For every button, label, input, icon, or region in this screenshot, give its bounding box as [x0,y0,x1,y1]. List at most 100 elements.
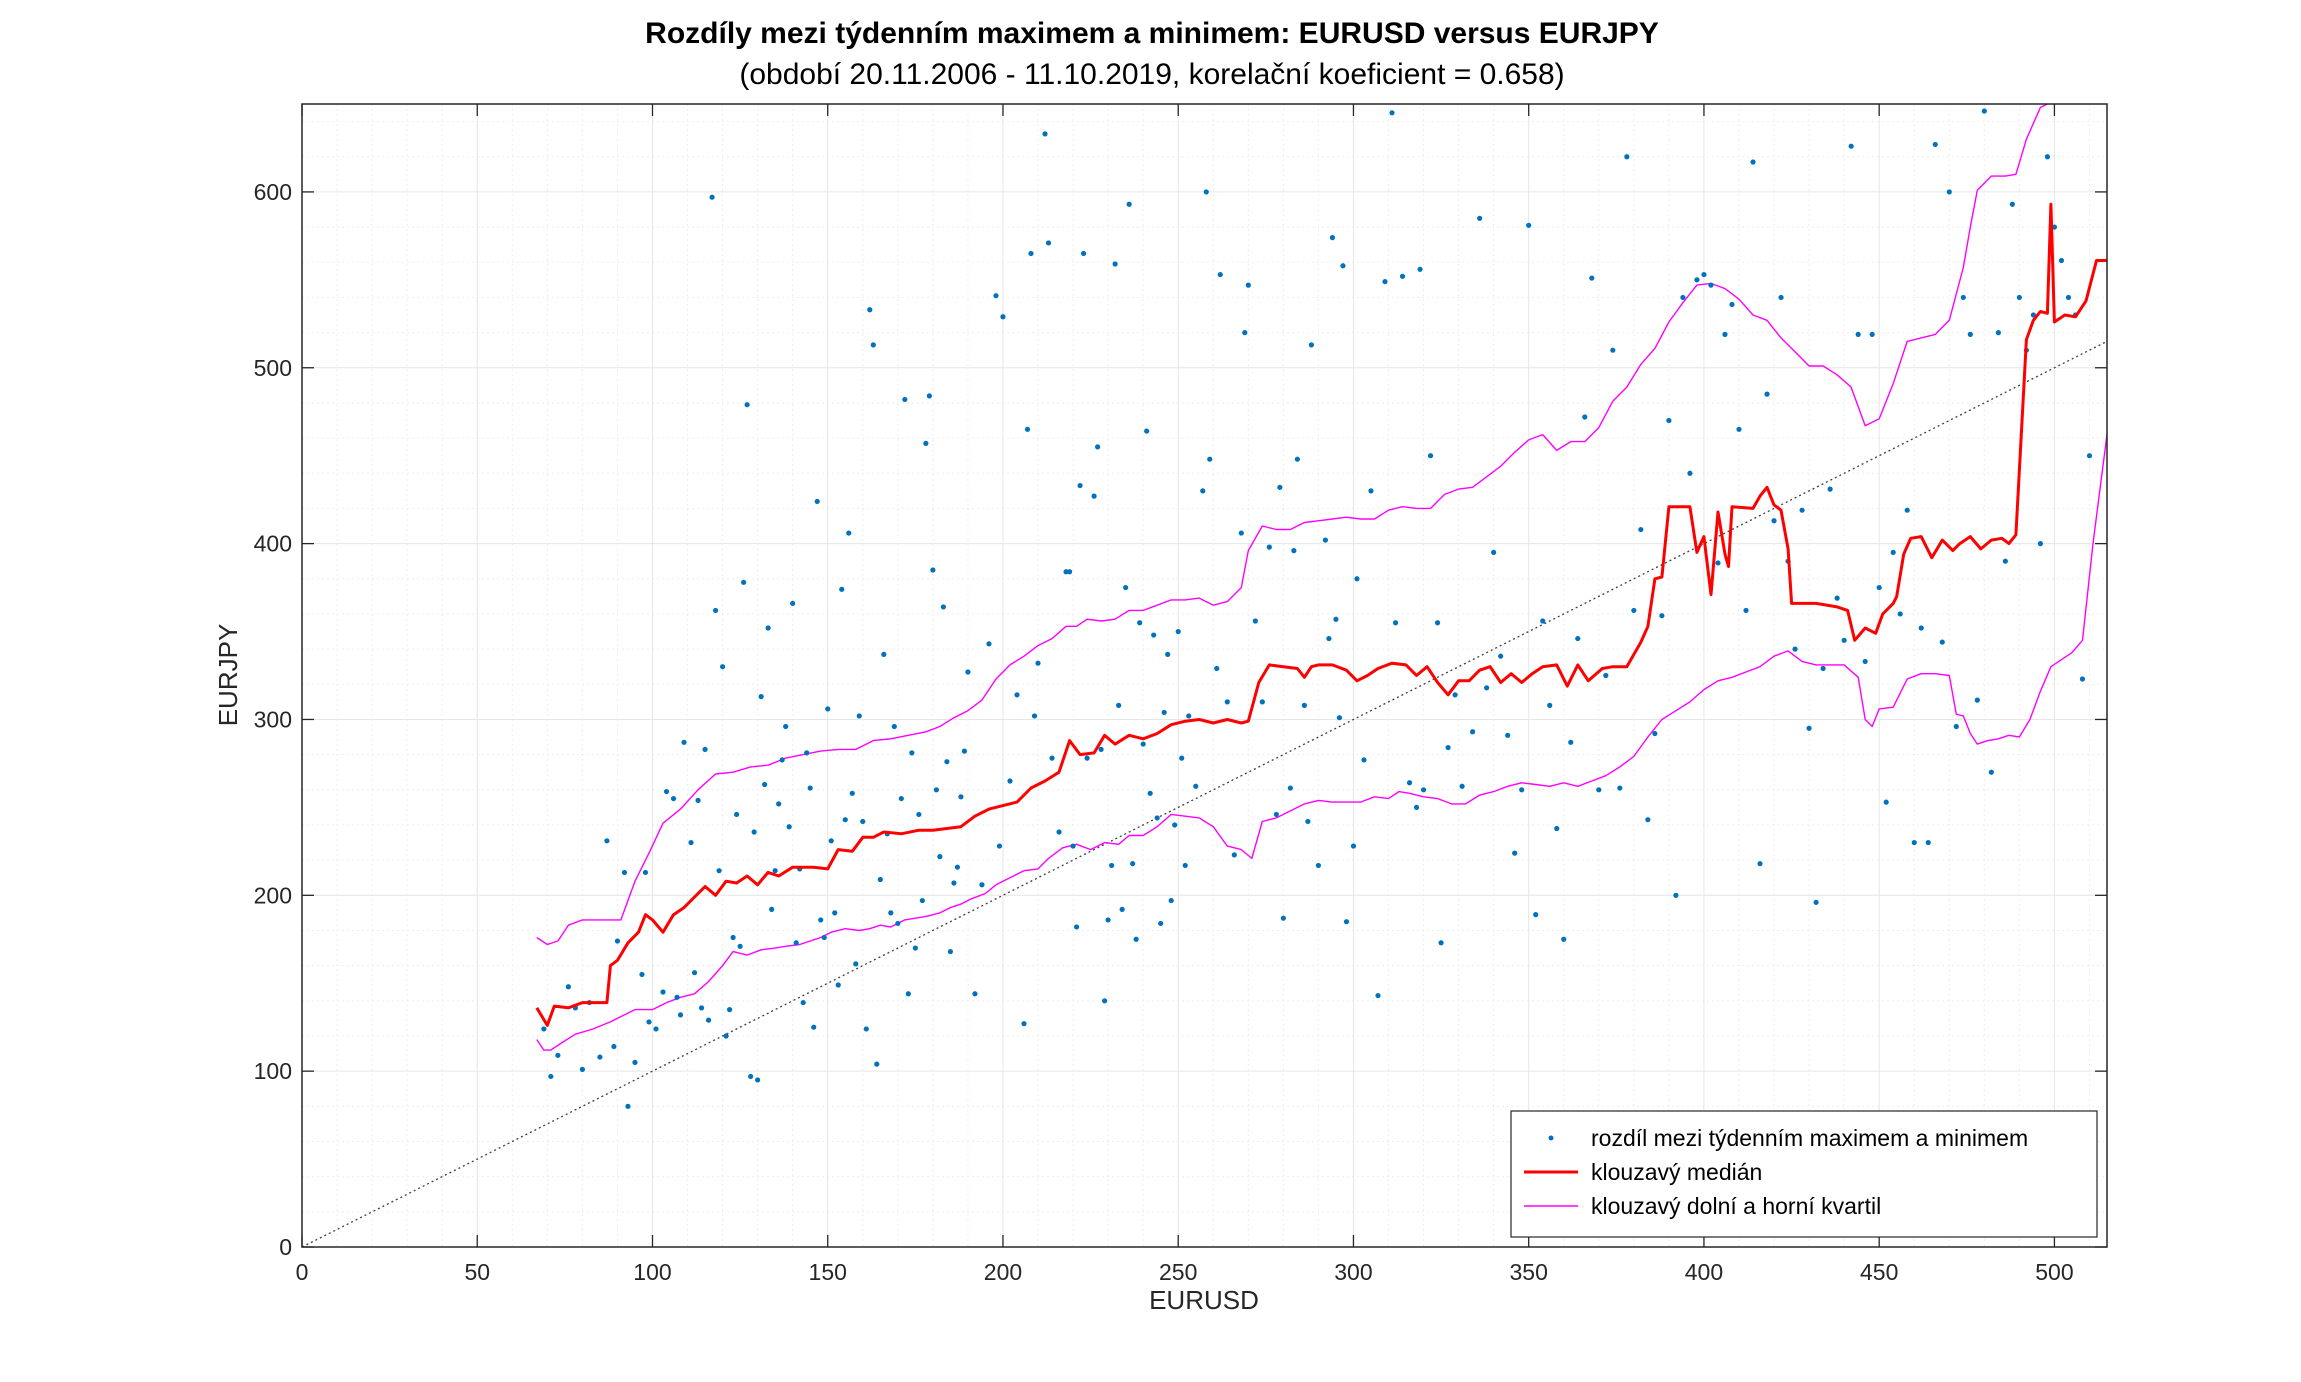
scatter-point [1140,741,1146,747]
scatter-point [874,1061,880,1067]
scatter-point [1200,488,1206,494]
scatter-point [1340,263,1346,269]
scatter-point [653,1026,659,1032]
scatter-point [793,940,799,946]
scatter-point [1452,692,1458,698]
scatter-point [611,1043,617,1050]
scatter-point [1224,699,1230,705]
scatter-point [954,864,961,870]
scatter-point [1214,665,1220,672]
y-tick-label: 300 [254,706,292,732]
scatter-point [677,1012,684,1018]
scatter-point [1109,862,1115,869]
scatter-point [776,801,782,807]
scatter-point [863,1026,869,1032]
scatter-point [2079,676,2086,682]
scatter-point [961,748,968,754]
scatter-point [1568,739,1574,745]
scatter-point [1603,672,1609,679]
scatter-point [1116,702,1122,708]
scatter-point [741,579,747,585]
scatter-point [905,991,911,997]
points-series [541,108,2093,1109]
scatter-point [1981,108,1987,114]
scatter-point [856,713,862,719]
scatter-point [1974,697,1980,703]
scatter-point [1354,576,1360,582]
scatter-point [1862,658,1868,665]
scatter-point [1666,417,1672,424]
scatter-point [1841,637,1847,643]
scatter-point [772,868,778,874]
scatter-point [1498,653,1504,659]
scatter-point [1736,426,1742,432]
scatter-point [940,604,946,610]
scatter-point [1045,240,1052,246]
scatter-point [1238,530,1244,536]
scatter-point [1806,725,1812,731]
scatter-point [1988,769,1994,775]
scatter-point [1095,444,1101,450]
scatter-point [1459,783,1465,789]
scatter-point [1778,294,1784,301]
scatter-point [762,781,768,788]
scatter-point [1750,159,1756,165]
scatter-point [1434,620,1441,626]
scatter-point [1333,616,1339,622]
scatter-point [1175,628,1181,635]
scatter-point [849,790,855,796]
scatter-point [1168,897,1174,904]
scatter-point [1080,250,1087,257]
scatter-point [1343,919,1350,925]
scatter-point [828,838,834,844]
scatter-point [1073,924,1080,930]
scatter-point [1848,143,1854,149]
scatter-point [860,818,866,825]
scatter-point [2037,541,2044,547]
scatter-point [2051,224,2058,230]
scatter-point [541,1026,547,1032]
scatter-point [1119,906,1125,912]
scatter-point [1925,839,1931,846]
x-tick-label: 500 [2035,1259,2073,1285]
scatter-point [604,838,610,844]
upper-quartile-series [536,104,2048,946]
scatter-point [1406,780,1413,786]
scatter-point [1031,713,1038,719]
scatter-point [1417,266,1423,272]
scatter-point [1154,815,1160,821]
scatter-point [1133,936,1139,942]
scatter-point [2009,201,2015,207]
plot-background [302,104,2107,1247]
scatter-point [811,1024,817,1030]
x-tick-label: 150 [809,1259,847,1285]
scatter-point [1273,811,1279,818]
scatter-point [877,876,883,883]
scatter-point [1834,595,1840,601]
scatter-point [1491,549,1497,556]
scatter-point [1883,799,1889,805]
scatter-point [1291,548,1297,554]
scatter-point [1000,314,1006,320]
scatter-point [621,869,628,876]
scatter-point [867,307,873,313]
scatter-point [642,869,649,876]
scatter-point [790,600,796,607]
scatter-point [1399,273,1406,279]
scatter-point [919,897,925,904]
scatter-point [1526,222,1532,228]
scatter-point [1918,625,1924,631]
scatter-point [1186,713,1192,719]
scatter-point [986,641,992,647]
scatter-point [937,854,943,860]
upper-quartile-line [536,104,2048,946]
scatter-point [1659,613,1665,619]
scatter-point [688,839,694,846]
scatter-point [1231,852,1237,858]
legend-label-quartiles: klouzavý dolní a horní kvartil [1591,1193,1881,1219]
scatter-point [1645,817,1651,823]
scatter-point [1799,507,1805,513]
scatter-point [807,785,813,791]
scatter-point [663,788,670,795]
scatter-point [1820,665,1826,672]
